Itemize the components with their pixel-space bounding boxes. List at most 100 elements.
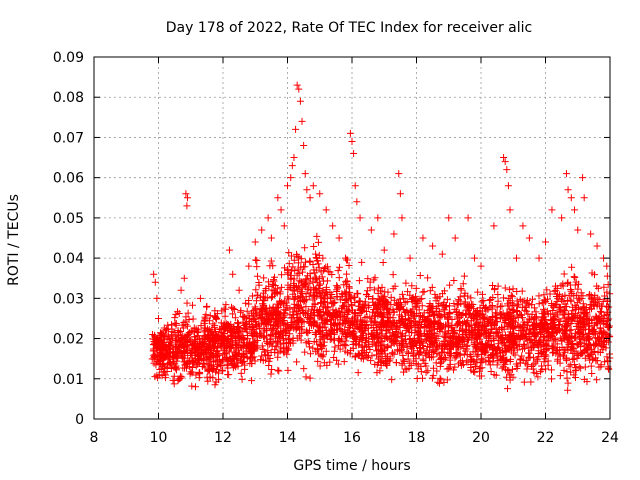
data-point [201, 315, 209, 323]
data-point [205, 357, 213, 365]
data-point [166, 361, 174, 369]
data-point [319, 254, 327, 262]
data-point [252, 286, 260, 294]
data-point [156, 349, 164, 357]
data-point [457, 286, 465, 294]
data-point [324, 268, 332, 276]
data-point [300, 297, 308, 305]
data-point [316, 190, 324, 198]
data-point [329, 306, 337, 314]
data-point [184, 322, 192, 330]
data-point [235, 286, 243, 294]
data-point [225, 246, 233, 254]
data-point [301, 280, 309, 288]
data-point [248, 292, 256, 300]
data-point [494, 290, 502, 298]
data-point [419, 288, 427, 296]
data-point [173, 308, 181, 316]
data-point [330, 347, 338, 355]
data-point [221, 312, 229, 320]
data-point [306, 194, 314, 202]
data-point [220, 305, 228, 313]
data-point [287, 324, 295, 332]
data-point [507, 291, 515, 299]
x-axis-label: GPS time / hours [293, 458, 410, 474]
data-point [267, 294, 275, 302]
data-point [211, 335, 219, 343]
data-point [306, 279, 314, 287]
data-point [269, 280, 277, 288]
data-point [255, 281, 263, 289]
data-point [188, 382, 196, 390]
data-point [562, 170, 570, 178]
data-point [258, 352, 266, 360]
data-point [548, 206, 556, 214]
data-point [563, 374, 571, 382]
data-point [248, 377, 256, 385]
data-point [323, 318, 331, 326]
data-point [185, 335, 193, 343]
data-point [319, 287, 327, 295]
data-point [179, 354, 187, 362]
data-point [288, 321, 296, 329]
data-point [332, 311, 340, 319]
data-point [274, 353, 282, 361]
data-point [320, 338, 328, 346]
data-point [319, 351, 327, 359]
x-tick-label: 20 [472, 430, 490, 446]
data-point [159, 339, 167, 347]
data-point [321, 265, 329, 273]
data-point [273, 315, 281, 323]
data-point [194, 326, 202, 334]
data-point [150, 270, 158, 278]
data-point [183, 202, 191, 210]
data-point [162, 343, 170, 351]
data-point [560, 270, 568, 278]
data-point [292, 125, 300, 133]
data-point [306, 314, 314, 322]
data-point [530, 354, 538, 362]
data-point [318, 273, 326, 281]
data-point [378, 283, 386, 291]
data-point [270, 273, 278, 281]
data-point [314, 260, 322, 268]
data-point [240, 339, 248, 347]
data-point [193, 332, 201, 340]
x-tick-label: 8 [90, 430, 99, 446]
data-point [346, 129, 354, 137]
data-point [203, 302, 211, 310]
data-point [184, 194, 192, 202]
data-point [223, 344, 231, 352]
data-point [204, 365, 212, 373]
data-point [336, 263, 344, 271]
data-point [164, 321, 172, 329]
data-point [267, 257, 275, 265]
data-point [245, 262, 253, 270]
data-point [323, 361, 331, 369]
data-point [261, 351, 269, 359]
data-point [201, 326, 209, 334]
x-tick-label: 12 [214, 430, 232, 446]
data-point [280, 222, 288, 230]
data-point [269, 311, 277, 319]
data-point [298, 117, 306, 125]
data-point [354, 369, 362, 377]
data-point [188, 357, 196, 365]
data-point [314, 357, 322, 365]
data-point [488, 313, 496, 321]
data-point [256, 324, 264, 332]
data-point [302, 275, 310, 283]
data-point [406, 254, 414, 262]
data-point [224, 336, 232, 344]
data-point [310, 337, 318, 345]
data-point [207, 346, 215, 354]
y-tick-label: 0.07 [53, 130, 84, 146]
data-point [223, 360, 231, 368]
data-point [187, 349, 195, 357]
data-point [222, 355, 230, 363]
data-point [446, 281, 454, 289]
data-point [198, 349, 206, 357]
data-point [251, 238, 259, 246]
data-point [298, 268, 306, 276]
data-point [247, 350, 255, 358]
